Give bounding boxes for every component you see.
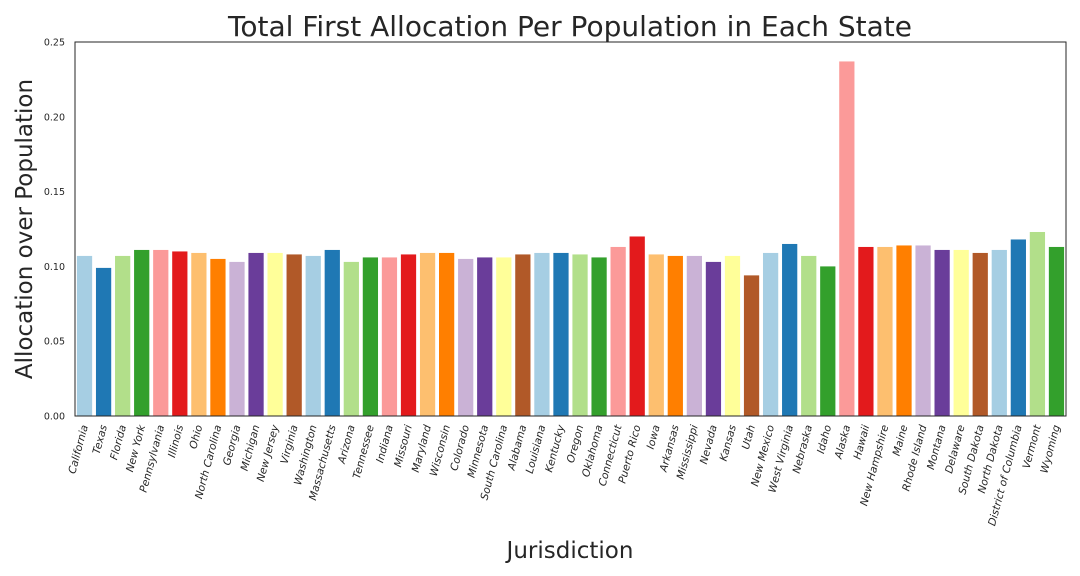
- bar: [610, 246, 626, 416]
- y-tick-label: 0.15: [44, 187, 65, 198]
- x-tick-label: Arizona: [336, 424, 358, 466]
- bar: [1048, 246, 1065, 416]
- bar: [1029, 231, 1046, 416]
- bar: [1010, 239, 1026, 416]
- y-tick-label: 0.00: [44, 412, 65, 423]
- bar: [134, 249, 150, 416]
- x-tick-label: Hawaii: [852, 424, 873, 461]
- x-tick-label: Ohio: [187, 424, 205, 451]
- bar: [286, 254, 302, 416]
- bar: [667, 255, 683, 416]
- bar: [915, 245, 931, 416]
- x-tick-label: Maine: [891, 424, 911, 458]
- bar: [305, 255, 321, 416]
- bar: [648, 254, 664, 416]
- y-axis-label: Allocation over Population: [12, 79, 38, 379]
- bar: [705, 261, 722, 416]
- x-tick-label: Kansas: [718, 423, 739, 462]
- x-tick-label: Iowa: [645, 424, 663, 451]
- bar: [934, 249, 950, 416]
- x-tick-label: Florida: [108, 424, 129, 462]
- bar: [629, 236, 645, 416]
- bar: [572, 254, 588, 416]
- bar: [896, 245, 912, 416]
- bar: [439, 252, 455, 416]
- bar: [515, 254, 531, 416]
- bar: [534, 252, 550, 416]
- x-tick-label: Idaho: [815, 424, 834, 455]
- bar: [95, 267, 112, 416]
- bar: [496, 257, 512, 416]
- x-tick-label: Utah: [740, 424, 758, 451]
- x-tick-label: California: [66, 424, 91, 475]
- x-tick-label: Nevada: [698, 424, 720, 466]
- bar: [724, 255, 741, 416]
- bar: [400, 254, 417, 416]
- bar: [210, 258, 226, 416]
- bar: [820, 266, 836, 416]
- y-tick-label: 0.20: [44, 112, 65, 123]
- bar: [991, 249, 1007, 416]
- bars-group: [76, 61, 1065, 417]
- x-tick-label: Illinois: [166, 423, 186, 459]
- bar: [229, 261, 245, 416]
- bar: [419, 252, 436, 416]
- bar: [782, 243, 798, 416]
- y-axis-ticks: 0.00 0.05 0.10 0.15 0.20 0.25: [44, 38, 65, 423]
- bar: [553, 252, 569, 416]
- bar: [953, 249, 969, 416]
- bar: [477, 257, 493, 416]
- x-tick-label: Indiana: [374, 424, 396, 465]
- plot-area-frame: [74, 41, 1067, 417]
- bar: [172, 251, 188, 416]
- bar: [343, 261, 359, 416]
- bar: [686, 255, 702, 416]
- bar: [839, 61, 855, 417]
- bar: [115, 255, 131, 416]
- bar: [362, 257, 379, 416]
- x-axis-label: Jurisdiction: [505, 538, 634, 564]
- bar: [458, 258, 474, 416]
- chart-title: Total First Allocation Per Population in…: [227, 10, 912, 43]
- bar: [381, 257, 398, 416]
- bar: [858, 246, 874, 416]
- y-tick-label: 0.05: [44, 337, 65, 348]
- bar: [762, 252, 779, 416]
- bar: [972, 252, 988, 416]
- bar: [801, 255, 817, 416]
- bar: [267, 252, 283, 416]
- y-tick-label: 0.25: [44, 38, 65, 49]
- bar: [877, 246, 893, 416]
- bar: [743, 275, 760, 416]
- y-tick-label: 0.10: [44, 262, 65, 273]
- bar: [153, 249, 169, 416]
- bar: [191, 252, 207, 416]
- x-tick-label: Virginia: [279, 424, 301, 466]
- x-tick-label: Oregon: [565, 424, 587, 465]
- x-tick-label: Alaska: [832, 424, 853, 461]
- bar: [324, 249, 340, 416]
- x-tick-label: Texas: [91, 423, 110, 455]
- bar: [248, 252, 264, 416]
- bar: [76, 255, 93, 416]
- bar: [591, 257, 607, 416]
